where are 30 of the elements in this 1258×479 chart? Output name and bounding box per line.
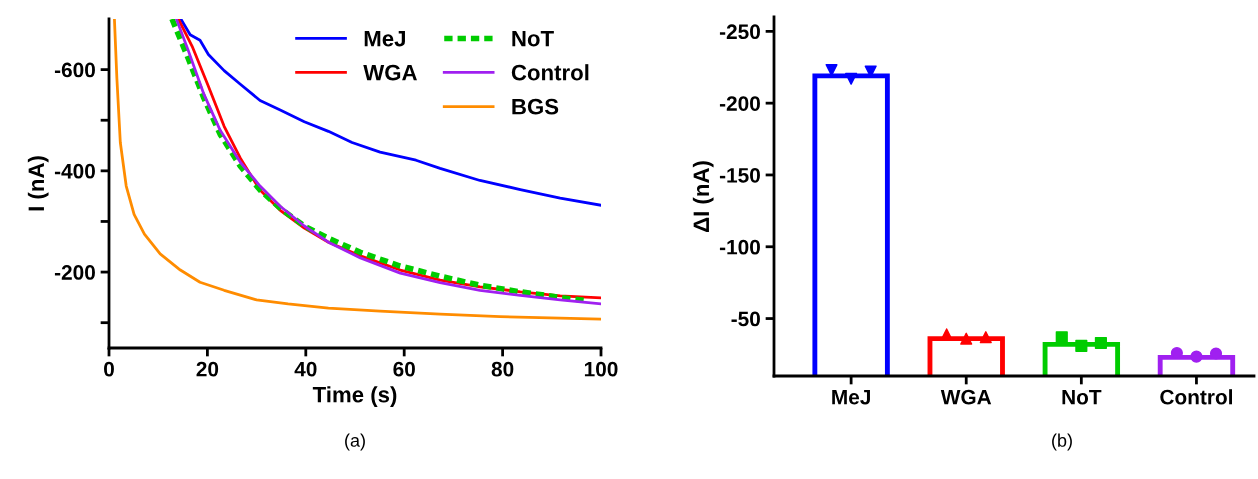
text: (a)	[345, 433, 365, 451]
legend-label: BGS	[512, 98, 559, 115]
x-tick-label: NoT	[1062, 389, 1102, 405]
legend-label: Control	[511, 64, 589, 81]
x-tick-label: 60	[393, 361, 415, 377]
x-tick-label: Control	[1160, 389, 1232, 405]
line-series	[179, 19, 601, 207]
x-tick-label: 0	[104, 361, 114, 377]
x-tick-label: 80	[491, 361, 514, 377]
y-tick-label: -600	[54, 62, 95, 78]
y-tick-label: -200	[54, 265, 95, 280]
y-tick-label: -50	[731, 311, 760, 327]
x-tick-label: 20	[196, 361, 219, 377]
y-axis-title: I (nA)	[27, 156, 49, 211]
x-tick-label: WGA	[940, 389, 992, 405]
y-axis-title: ΔI (nA)	[692, 161, 714, 232]
y-tick-label: -100	[719, 239, 760, 255]
legend-label: MeJ	[364, 30, 405, 47]
text: (b)	[1052, 433, 1072, 451]
x-tick-label: 100	[584, 361, 618, 377]
legend-label: NoT	[512, 30, 554, 47]
y-tick-label: -250	[719, 24, 760, 40]
line-series	[113, 19, 601, 321]
y-tick-label: -200	[719, 96, 760, 111]
x-tick-label: MeJ	[832, 389, 870, 405]
legend-label: WGA	[363, 64, 417, 81]
x-axis-title: Time (s)	[312, 386, 397, 407]
x-tick-label: 40	[294, 361, 317, 377]
y-tick-label: -400	[54, 163, 95, 179]
y-tick-label: -150	[719, 167, 760, 183]
